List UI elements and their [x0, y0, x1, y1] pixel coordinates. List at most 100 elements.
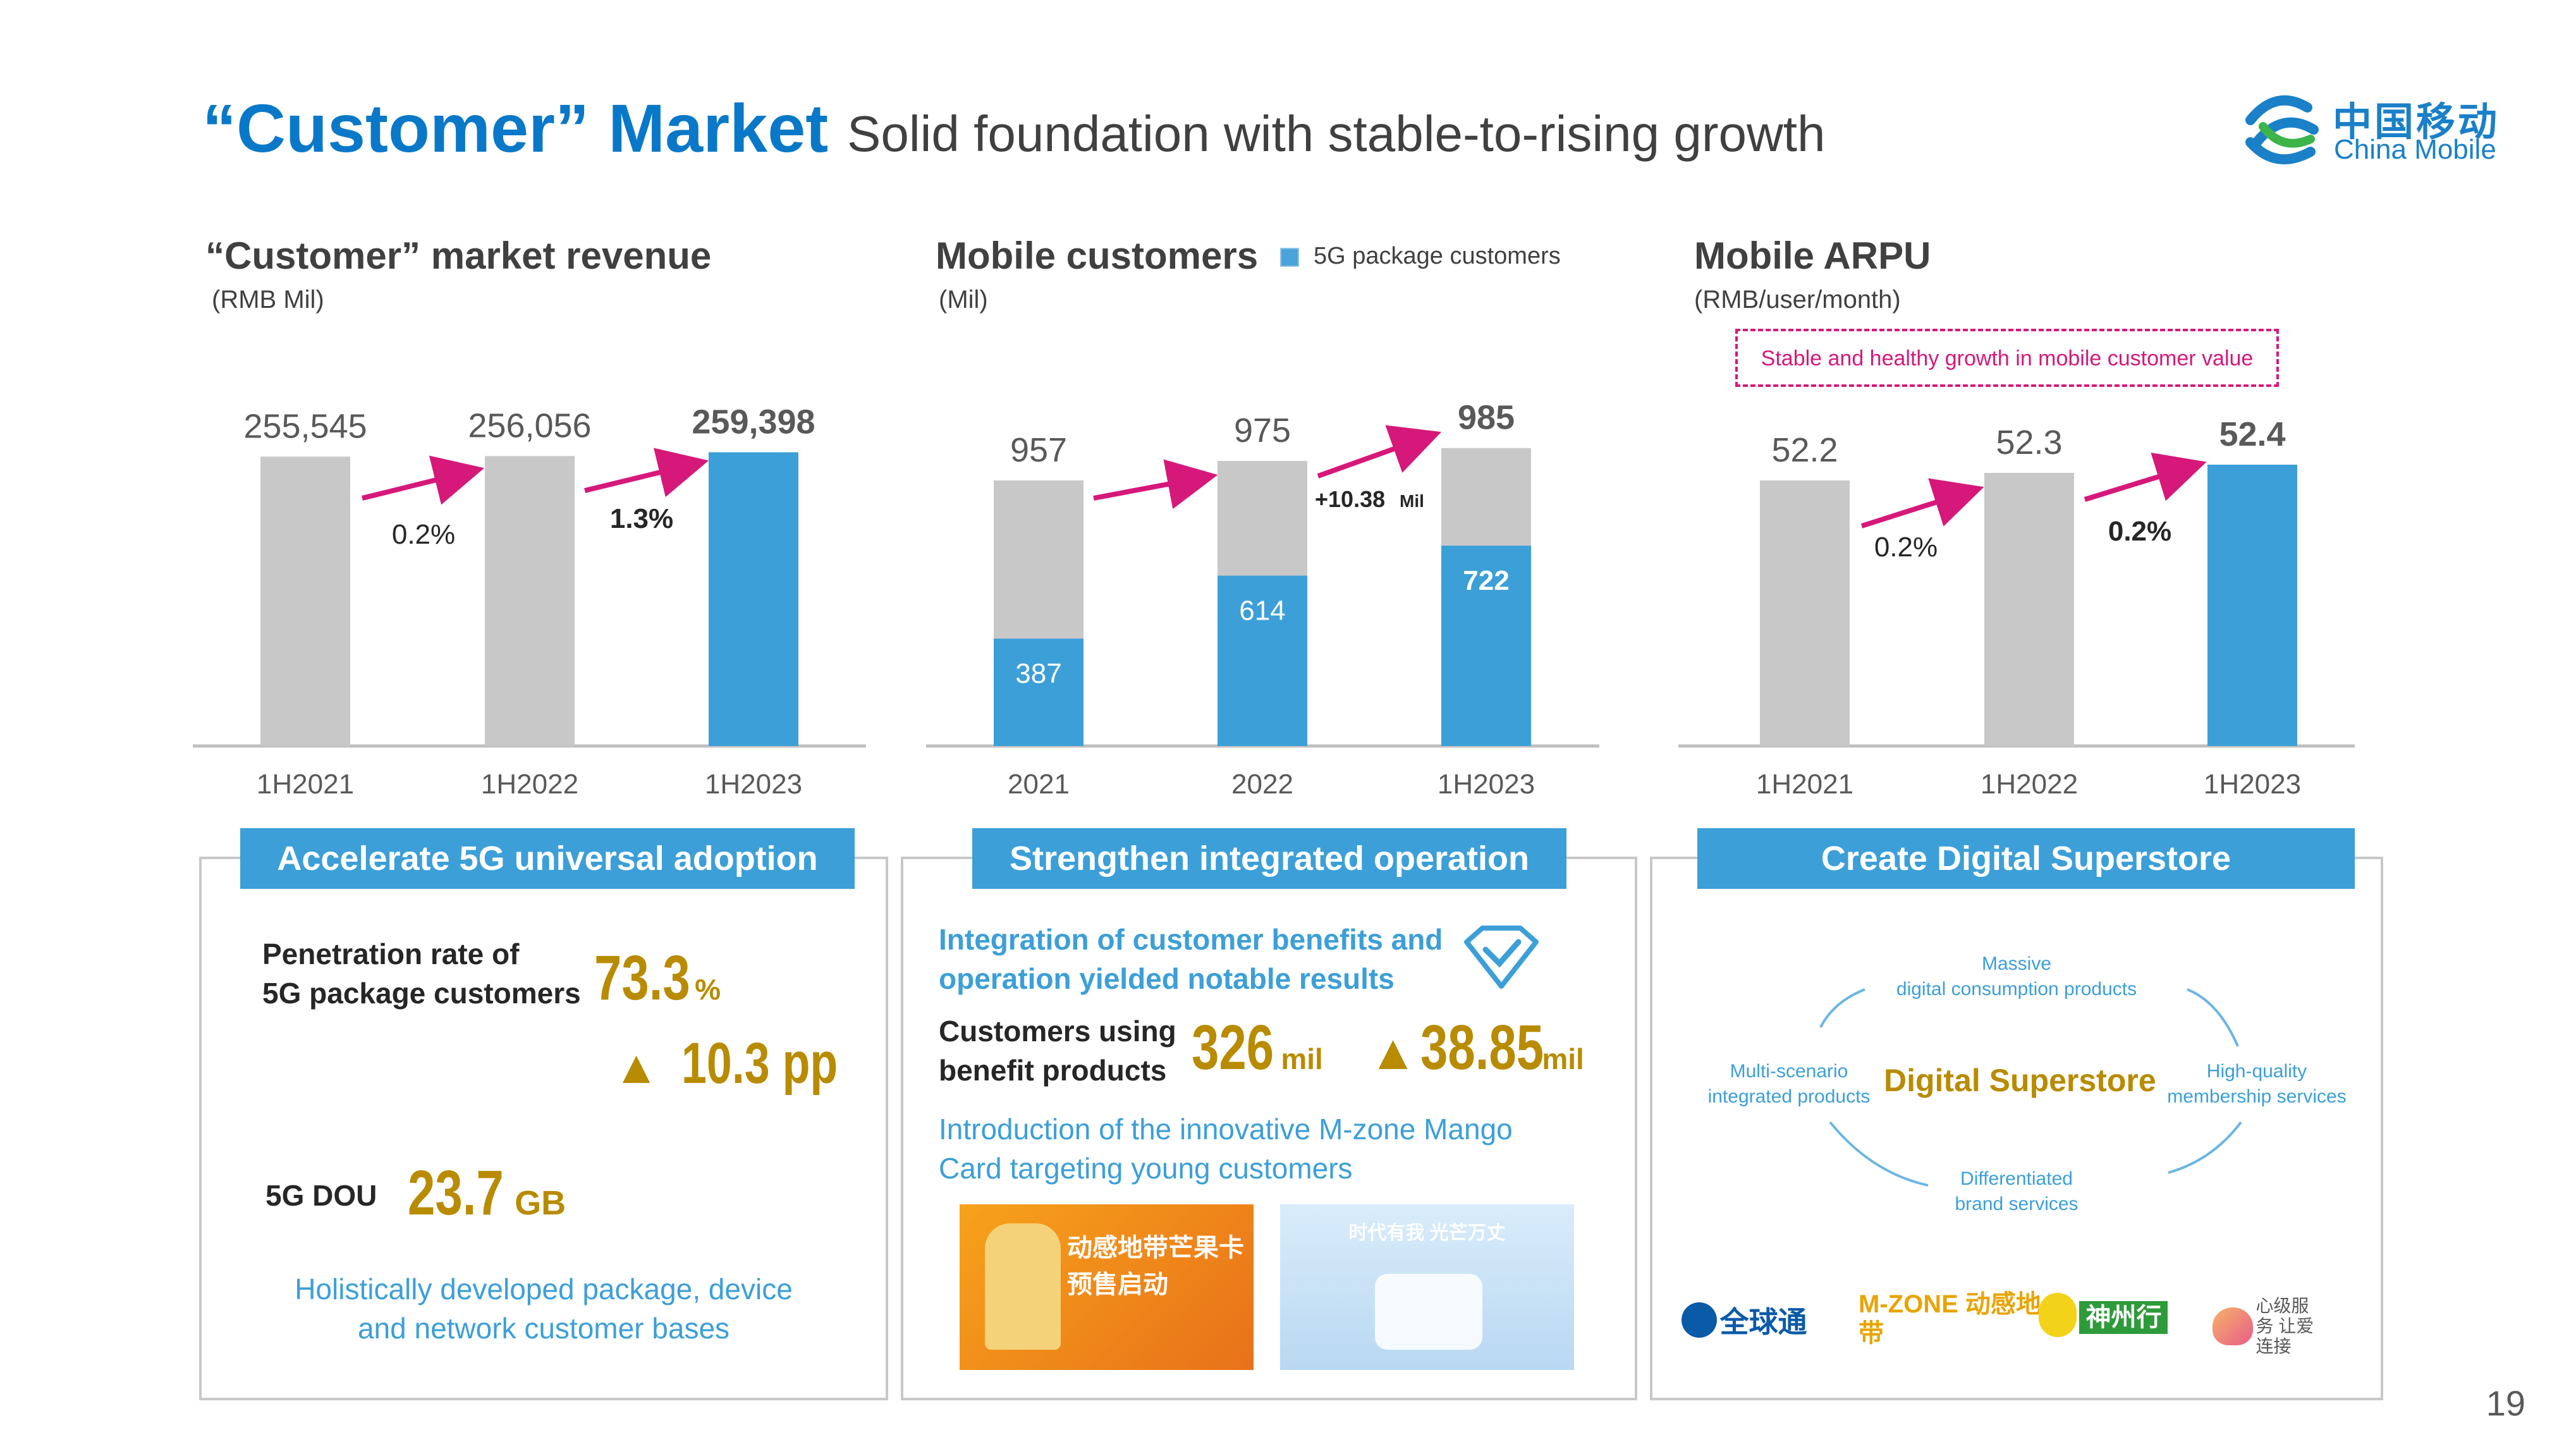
page-subtitle: Solid foundation with stable-to-rising g…	[847, 106, 1826, 162]
dou-value: 23.7	[408, 1158, 504, 1228]
benefit-customers-unit: mil	[1281, 1042, 1323, 1075]
fiveg-footer-line1: Holistically developed package, device	[295, 1273, 793, 1305]
node-left-line2: integrated products	[1707, 1086, 1871, 1107]
mzone-intro-line2: Card targeting young customers	[939, 1152, 1353, 1185]
page-number: 19	[2486, 1383, 2525, 1423]
brand-gotone: 全球通	[1682, 1299, 1807, 1341]
revenue-bar	[260, 456, 350, 746]
mobile-total-label: 985	[1458, 399, 1515, 437]
mobile-growth-arrow	[1317, 425, 1442, 479]
logo-english-text: China Mobile	[2334, 134, 2496, 165]
easyown-mascot-icon	[2039, 1293, 2077, 1337]
dou-unit: GB	[515, 1184, 566, 1222]
penetration-label-line1: Penetration rate of	[262, 938, 520, 970]
panel-5g-adoption	[199, 857, 888, 1400]
dou-label: 5G DOU	[266, 1179, 377, 1212]
logo-chinese-text: 中国移动	[2333, 101, 2500, 144]
penetration-label-line2: 5G package customers	[262, 977, 581, 1010]
penetration-change-group: ▲ 10.3 pp	[613, 1030, 882, 1097]
mango-card-poster: 动感地带芒果卡 预售启动	[960, 1204, 1254, 1370]
up-triangle-icon: ▲	[613, 1041, 660, 1093]
arpu-callout-text: Stable and healthy growth in mobile cust…	[1761, 346, 2254, 370]
diamond-icon	[1464, 926, 1539, 989]
brand-heart-service: 心级服务 让爱连接	[2213, 1296, 2325, 1357]
mobile-5g-bar	[1218, 575, 1307, 746]
arpu-value-label: 52.2	[1771, 431, 1838, 469]
arpu-chart-title: Mobile ARPU	[1694, 235, 1931, 277]
mobile-increase-label: +10.38	[1315, 486, 1385, 512]
penetration-change: 10.3 pp	[681, 1031, 838, 1096]
penetration-value: 73.3	[594, 943, 690, 1013]
revenue-value-label: 255,545	[243, 407, 367, 445]
legend-label-5g: 5G package customers	[1314, 243, 1561, 269]
mobile-5g-label: 387	[1015, 658, 1061, 689]
mobile-tick-label: 1H2023	[1438, 769, 1535, 800]
revenue-growth-arrow	[362, 455, 485, 505]
poster2-headline: 时代有我 光芒万丈	[1348, 1223, 1506, 1244]
heart-service-text: 心级服务 让爱连接	[2256, 1296, 2314, 1356]
arpu-tick-label: 1H2023	[2204, 769, 2301, 800]
panel-integrated-header: Strengthen integrated operation	[972, 828, 1566, 889]
revenue-growth-label: 0.2%	[392, 519, 455, 550]
mobile-growth-arrow	[1093, 459, 1218, 510]
customers-using-line1: Customers using	[939, 1015, 1176, 1048]
arpu-growth-label: 0.2%	[2108, 516, 2171, 547]
revenue-value-label: 259,398	[692, 403, 815, 441]
arpu-tick-label: 1H2021	[1756, 769, 1853, 800]
arpu-bar	[2207, 465, 2297, 746]
mobile-5g-bar	[1441, 546, 1531, 746]
node-right-line2: membership services	[2167, 1086, 2347, 1107]
revenue-bar	[485, 456, 575, 746]
mobile-tick-label: 2021	[1008, 769, 1070, 800]
revenue-chart-unit: (RMB Mil)	[212, 286, 324, 314]
node-bottom-line2: brand services	[1955, 1194, 2079, 1214]
arpu-growth-label: 0.2%	[1874, 532, 1938, 563]
poster-character-shape	[985, 1223, 1061, 1350]
brand-easyown: 神州行	[2039, 1293, 2168, 1337]
arpu-callout-box	[1735, 329, 2279, 387]
panel-superstore-header: Create Digital Superstore	[1697, 828, 2355, 889]
legend-swatch-5g	[1280, 248, 1299, 267]
benefit-customers-value: 326	[1192, 1012, 1274, 1083]
dou-value-group: 23.7 GB	[408, 1157, 566, 1230]
arpu-bar	[1760, 480, 1850, 746]
mzone-intro-line1: Introduction of the innovative M-zone Ma…	[939, 1113, 1513, 1146]
customers-using-line2: benefit products	[939, 1054, 1167, 1087]
arpu-value-label: 52.4	[2219, 415, 2285, 453]
brand-mzone: M-ZONE 动感地带	[1859, 1290, 2041, 1347]
panel-digital-superstore	[1650, 857, 2383, 1400]
node-top-line1: Massive	[1981, 953, 2052, 974]
mobile-total-label: 975	[1234, 412, 1291, 449]
mobile-tick-label: 2022	[1231, 769, 1293, 800]
node-top-line2: digital consumption products	[1896, 979, 2137, 1000]
easyown-brand-text: 神州行	[2079, 1301, 2168, 1334]
revenue-chart-title: “Customer” market revenue	[205, 235, 712, 277]
revenue-bar	[709, 452, 798, 746]
arpu-bar	[1984, 473, 2074, 746]
panel-5g-header: Accelerate 5G universal adoption	[240, 828, 855, 889]
node-left-line1: Multi-scenario	[1730, 1061, 1848, 1082]
mobile-increase-unit: Mil	[1400, 491, 1424, 511]
heart-service-icon	[2213, 1307, 2253, 1345]
integration-line2: operation yielded notable results	[939, 962, 1395, 995]
arpu-chart-unit: (RMB/user/month)	[1694, 286, 1901, 314]
benefit-change-group: ▲ 38.85 mil	[1369, 1012, 1584, 1084]
poster2-group-shape	[1375, 1274, 1482, 1350]
benefit-customers-group: 326 mil	[1192, 1012, 1323, 1084]
integration-line1: Integration of customer benefits and	[939, 923, 1443, 956]
mobile-5g-label: 722	[1463, 565, 1509, 596]
gotone-brand-text: 全球通	[1719, 1305, 1807, 1338]
mobile-chart-title: Mobile customers	[936, 235, 1259, 277]
arpu-value-label: 52.3	[1996, 424, 2062, 462]
poster1-headline: 动感地带芒果卡 预售启动	[1067, 1234, 1244, 1299]
superstore-center-label: Digital Superstore	[1884, 1063, 2156, 1098]
arpu-tick-label: 1H2022	[1981, 769, 2078, 800]
gotone-logo-icon	[1682, 1302, 1717, 1338]
mobile-chart-unit: (Mil)	[939, 286, 988, 314]
up-triangle-icon-2: ▲	[1369, 1024, 1418, 1080]
arpu-growth-arrow	[2084, 452, 2207, 502]
mobile-5g-label: 614	[1239, 596, 1285, 627]
revenue-tick-label: 1H2021	[257, 769, 354, 800]
fiveg-footer-line2: and network customer bases	[357, 1312, 730, 1345]
